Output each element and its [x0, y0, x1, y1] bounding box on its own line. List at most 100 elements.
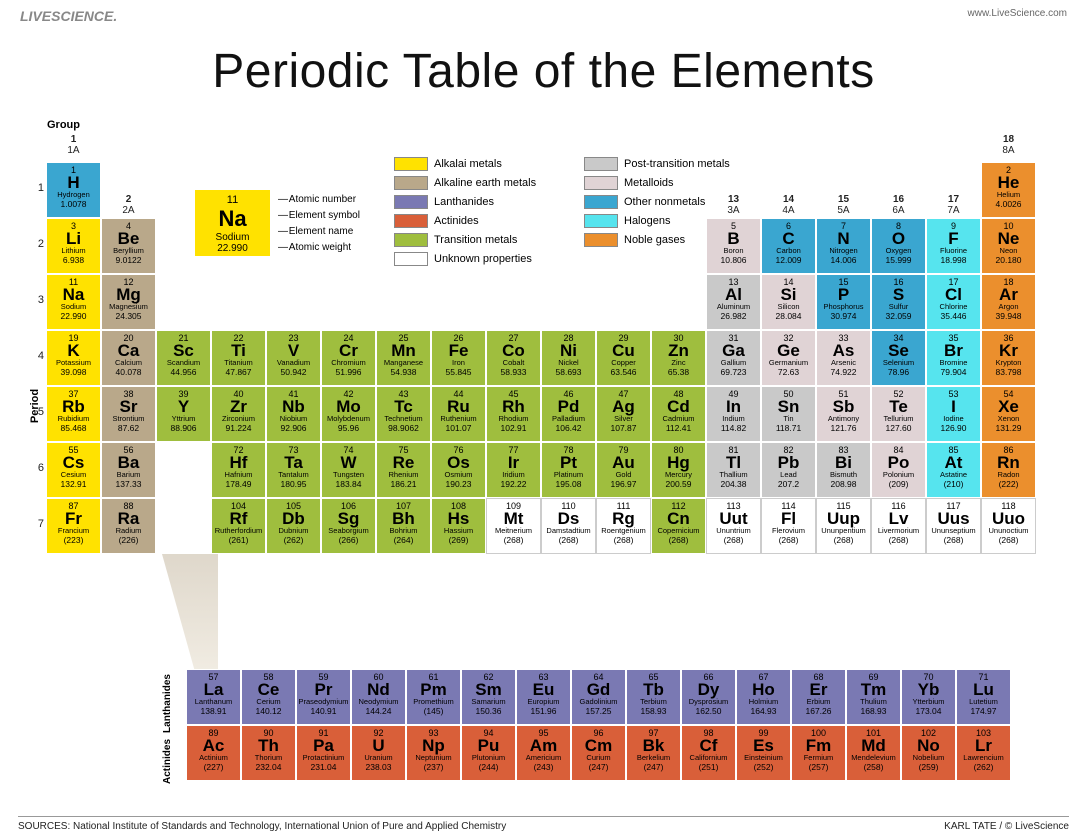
element-symbol: Kr — [982, 342, 1035, 360]
element-name: Holmium — [737, 698, 790, 706]
element-symbol: Tc — [377, 398, 430, 416]
element-cell-Y: 39YYttrium88.906 — [156, 386, 211, 442]
element-name: Barium — [102, 471, 155, 479]
element-name: Einsteinium — [737, 754, 790, 762]
atomic-weight: 54.938 — [377, 368, 430, 377]
element-name: Mendelevium — [847, 754, 900, 762]
element-name: Seaborgium — [322, 527, 375, 535]
element-cell-Bk: 97BkBerkelium(247) — [626, 725, 681, 781]
atomic-weight: 51.996 — [322, 368, 375, 377]
legend-swatch — [584, 195, 618, 209]
atomic-weight: 114.82 — [707, 424, 760, 433]
atomic-weight: 192.22 — [487, 480, 540, 489]
atomic-weight: 168.93 — [847, 707, 900, 716]
element-cell-Kr: 36KrKrypton83.798 — [981, 330, 1036, 386]
element-symbol: No — [902, 737, 955, 755]
element-cell-Co: 27CoCobalt58.933 — [486, 330, 541, 386]
element-cell-Cl: 17ClChlorine35.446 — [926, 274, 981, 330]
atomic-weight: 238.03 — [352, 763, 405, 772]
element-symbol: V — [267, 342, 320, 360]
element-name: Tellurium — [872, 415, 925, 423]
atomic-weight: 65.38 — [652, 368, 705, 377]
element-symbol: Md — [847, 737, 900, 755]
element-cell-Zr: 40ZrZirconium91.224 — [211, 386, 266, 442]
element-symbol: Re — [377, 454, 430, 472]
atomic-weight: 140.12 — [242, 707, 295, 716]
atomic-weight: 69.723 — [707, 368, 760, 377]
element-cell-Rb: 37RbRubidium85.468 — [46, 386, 101, 442]
atomic-weight: 190.23 — [432, 480, 485, 489]
element-cell-C: 6CCarbon12.009 — [761, 218, 816, 274]
legend-label: Post-transition metals — [624, 158, 730, 170]
element-name: Selenium — [872, 359, 925, 367]
legend-swatch — [394, 252, 428, 266]
element-name: Krypton — [982, 359, 1035, 367]
element-symbol: Fl — [762, 510, 815, 528]
legend-label: Actinides — [434, 215, 479, 227]
element-symbol: Sg — [322, 510, 375, 528]
element-cell-Eu: 63EuEuropium151.96 — [516, 669, 571, 725]
element-cell-Cf: 98CfCalifornium(251) — [681, 725, 736, 781]
atomic-weight: 32.059 — [872, 312, 925, 321]
atomic-weight: (247) — [627, 763, 680, 772]
atomic-weight: (268) — [927, 536, 980, 545]
atomic-weight: 138.91 — [187, 707, 240, 716]
atomic-weight: 39.098 — [47, 368, 100, 377]
brand-logo: LIVESCIENCE. — [20, 8, 117, 24]
period-number: 7 — [28, 518, 44, 530]
element-name: Francium — [47, 527, 100, 535]
element-symbol: Si — [762, 286, 815, 304]
element-symbol: Lv — [872, 510, 925, 528]
element-symbol: Li — [47, 230, 100, 248]
legend-key-labels: Atomic number Element symbol Element nam… — [278, 192, 360, 256]
element-cell-Cu: 29CuCopper63.546 — [596, 330, 651, 386]
element-name: Europium — [517, 698, 570, 706]
atomic-weight: 232.04 — [242, 763, 295, 772]
element-cell-Tm: 69TmThulium168.93 — [846, 669, 901, 725]
element-cell-Mo: 42MoMolybdenum95.96 — [321, 386, 376, 442]
atomic-weight: (258) — [847, 763, 900, 772]
element-name: Livermorium — [872, 527, 925, 535]
element-name: Radium — [102, 527, 155, 535]
atomic-weight: 20.180 — [982, 256, 1035, 265]
atomic-weight: 85.468 — [47, 424, 100, 433]
element-cell-Cr: 24CrChromium51.996 — [321, 330, 376, 386]
atomic-weight: 126.90 — [927, 424, 980, 433]
element-symbol: Er — [792, 681, 845, 699]
element-cell-O: 8OOxygen15.999 — [871, 218, 926, 274]
element-cell-Te: 52TeTellurium127.60 — [871, 386, 926, 442]
element-name: Silicon — [762, 303, 815, 311]
group-header: 188A — [981, 134, 1036, 156]
element-symbol: Ru — [432, 398, 485, 416]
element-cell-Rn: 86RnRadon(222) — [981, 442, 1036, 498]
atomic-weight: 58.933 — [487, 368, 540, 377]
element-symbol: Ag — [597, 398, 650, 416]
element-name: Berkelium — [627, 754, 680, 762]
element-name: Silver — [597, 415, 650, 423]
atomic-weight: 107.87 — [597, 424, 650, 433]
element-name: Gallium — [707, 359, 760, 367]
element-cell-K: 19KPotassium39.098 — [46, 330, 101, 386]
element-cell-W: 74WTungsten183.84 — [321, 442, 376, 498]
element-symbol: Cs — [47, 454, 100, 472]
element-name: Hassium — [432, 527, 485, 535]
element-cell-Mt: 109MtMeitnerium(268) — [486, 498, 541, 554]
legend-label: Alkalai metals — [434, 158, 502, 170]
atomic-weight: 24.305 — [102, 312, 155, 321]
element-name: Nobelium — [902, 754, 955, 762]
element-symbol: Rn — [982, 454, 1035, 472]
element-symbol: La — [187, 681, 240, 699]
element-symbol: Pm — [407, 681, 460, 699]
element-symbol: Cu — [597, 342, 650, 360]
atomic-weight: 167.26 — [792, 707, 845, 716]
element-symbol: Ir — [487, 454, 540, 472]
element-symbol: Cn — [652, 510, 705, 528]
element-name: Damstadtium — [542, 527, 595, 535]
element-symbol: B — [707, 230, 760, 248]
element-symbol: Te — [872, 398, 925, 416]
atomic-weight: (247) — [572, 763, 625, 772]
element-cell-Tb: 65TbTerbium158.93 — [626, 669, 681, 725]
element-cell-Si: 14SiSilicon28.084 — [761, 274, 816, 330]
element-symbol: Xe — [982, 398, 1035, 416]
element-cell-Uut: 113UutUnuntrium(268) — [706, 498, 761, 554]
